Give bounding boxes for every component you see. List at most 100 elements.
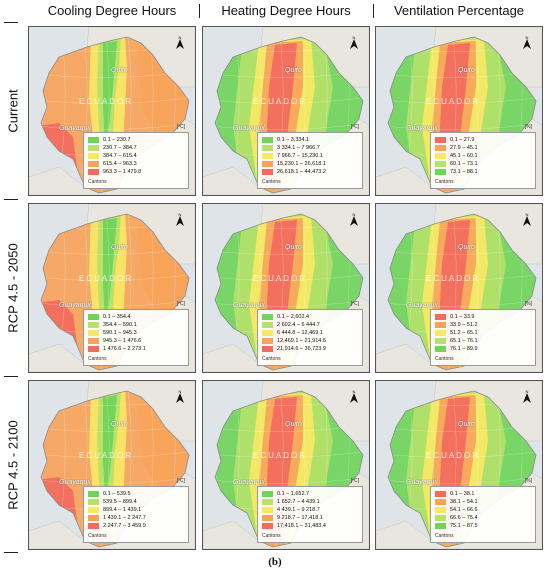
legend-entry: 38.1 – 54.1 [435, 498, 531, 506]
map-legend: [%] 0.1 – 33.9 33.9 – 51.2 51.2 – 65.1 65.1 … [430, 301, 536, 366]
legend-swatch [262, 145, 273, 151]
city-label-quito: Quito [111, 67, 128, 74]
svg-text:N: N [353, 35, 356, 40]
legend-swatch [88, 523, 99, 529]
legend-entry: 0.1 – 33.9 [435, 313, 531, 321]
legend-label: 1 652.7 – 4 439.1 [277, 499, 320, 505]
figure-caption: (b) [268, 556, 282, 568]
legend-entry: 615.4 – 963.3 [88, 160, 184, 168]
legend-label: 76.1 – 89.9 [450, 346, 478, 352]
legend-footer: Cantons [88, 179, 107, 185]
canton-boundary [388, 37, 391, 193]
legend-footer: Cantons [262, 179, 281, 185]
legend-swatch [435, 499, 446, 505]
map-legend: [ºC] 0.1 – 539.5 539.5 – 899.4 899.4 – 1 43… [83, 478, 189, 543]
legend-entry: 17,418.1 – 31,483.4 [262, 522, 358, 530]
legend-swatch [435, 314, 446, 320]
canton-boundary [215, 37, 218, 193]
legend-label: 4 439.1 – 9 218.7 [277, 507, 320, 513]
column-title-heating: Heating Degree Hours [221, 3, 351, 18]
legend-swatch [262, 523, 273, 529]
map-panel: Quito Guayaquil ECUADOR N [ºC] 0.1 – 230.7 230… [28, 26, 196, 196]
legend-swatch [435, 145, 446, 151]
legend-entry: 2 247.7 – 3 459.9 [88, 522, 184, 530]
legend-entry: 539.5 – 899.4 [88, 498, 184, 506]
legend-unit: [ºC] [176, 478, 185, 484]
legend-swatch [435, 338, 446, 344]
legend-swatch [262, 169, 273, 175]
country-label: ECUADOR [426, 451, 481, 460]
city-label-quito: Quito [285, 67, 302, 74]
map-panel: Quito Guayaquil ECUADOR N [ºC] 0.1 – 2,602.4 2… [202, 203, 370, 373]
column-title-cooling: Cooling Degree Hours [47, 3, 177, 18]
legend-swatch [435, 507, 446, 513]
legend-entry: 76.1 – 89.9 [435, 345, 531, 353]
map-legend: [%] 0.1 – 38.1 38.1 – 54.1 54.1 – 66.6 66.6 … [430, 478, 536, 543]
legend-label: 9 218.7 – 17,418.1 [277, 515, 323, 521]
country-label: ECUADOR [253, 97, 308, 106]
legend-entry: 1 476.6 – 2 273.1 [88, 345, 184, 353]
row-title-2050: RCP 4.5 - 2050 [1, 203, 25, 373]
legend-label: 26,618.1 – 44,473.2 [277, 169, 326, 175]
city-label-quito: Quito [111, 421, 128, 428]
legend-entry: 1 652.7 – 4 439.1 [262, 498, 358, 506]
row-title-current: Current [1, 26, 25, 196]
legend-label: 21,914.6 – 36,723.9 [277, 346, 326, 352]
legend-label: 0.1 – 1,652.7 [277, 491, 310, 497]
legend-swatch [262, 507, 273, 513]
legend-entry: 230.7 – 384.7 [88, 144, 184, 152]
legend-unit: [%] [524, 124, 532, 130]
legend-entry: 590.1 – 945.3 [88, 329, 184, 337]
legend-label: 230.7 – 384.7 [103, 145, 137, 151]
legend-entry: 945.3 – 1 476.6 [88, 337, 184, 345]
legend-entry: 0.1 – 230.7 [88, 136, 184, 144]
city-label-guayaquil: Guayaquil [406, 479, 438, 486]
map-panel: Quito Guayaquil ECUADOR N [%] 0.1 – 38.1 38.1 … [375, 380, 543, 550]
map-legend: [%] 0.1 – 27.9 27.9 – 45.1 45.1 – 60.1 60.1 … [430, 124, 536, 189]
legend-entry: 21,914.6 – 36,723.9 [262, 345, 358, 353]
legend-unit: [ºC] [176, 301, 185, 307]
legend-swatch [262, 330, 273, 336]
legend-label: 0.1 – 38.1 [450, 491, 475, 497]
legend-swatch [262, 161, 273, 167]
map-panel: Quito Guayaquil ECUADOR N [%] 0.1 – 33.9 33.9 … [375, 203, 543, 373]
canton-boundary [41, 476, 189, 484]
canton-boundary [215, 273, 363, 281]
legend-label: 2 247.7 – 3 459.9 [103, 523, 146, 529]
canton-boundary [41, 122, 189, 130]
legend-label: 51.2 – 65.1 [450, 330, 478, 336]
city-label-guayaquil: Guayaquil [406, 302, 438, 309]
legend-entry: 65.1 – 76.1 [435, 337, 531, 345]
legend-label: 65.1 – 76.1 [450, 338, 478, 344]
canton-boundary [215, 299, 363, 307]
legend-label: 354.4 – 590.1 [103, 322, 137, 328]
map-legend: [ºC] 0.1 – 3,334.1 3 334.1 – 7 966.7 7 966.… [257, 124, 363, 189]
map-panel: Quito Guayaquil ECUADOR N [ºC] 0.1 – 539.5 539… [28, 380, 196, 550]
north-arrow-icon: N [522, 35, 532, 52]
legend-entry: 66.6 – 75.4 [435, 514, 531, 522]
city-label-guayaquil: Guayaquil [406, 125, 438, 132]
canton-boundary [388, 391, 391, 547]
legend-entry: 0.1 – 3,334.1 [262, 136, 358, 144]
legend-entry: 384.7 – 615.4 [88, 152, 184, 160]
legend-entry: 2 602.4 – 6 444.7 [262, 321, 358, 329]
legend-entry: 9 218.7 – 17,418.1 [262, 514, 358, 522]
legend-swatch [435, 523, 446, 529]
canton-boundary [215, 96, 363, 104]
canton-boundary [388, 96, 536, 104]
city-label-guayaquil: Guayaquil [233, 125, 265, 132]
legend-swatch [88, 322, 99, 328]
country-label: ECUADOR [426, 274, 481, 283]
legend-footer: Cantons [435, 179, 454, 185]
legend-label: 615.4 – 963.3 [103, 161, 137, 167]
legend-footer: Cantons [262, 356, 281, 362]
legend-swatch [435, 153, 446, 159]
svg-text:N: N [353, 389, 356, 394]
legend-label: 945.3 – 1 476.6 [103, 338, 142, 344]
svg-text:N: N [353, 212, 356, 217]
country-label: ECUADOR [79, 97, 134, 106]
legend-entry: 54.1 – 66.6 [435, 506, 531, 514]
city-label-quito: Quito [285, 244, 302, 251]
canton-boundary [388, 476, 536, 484]
legend-swatch [435, 169, 446, 175]
